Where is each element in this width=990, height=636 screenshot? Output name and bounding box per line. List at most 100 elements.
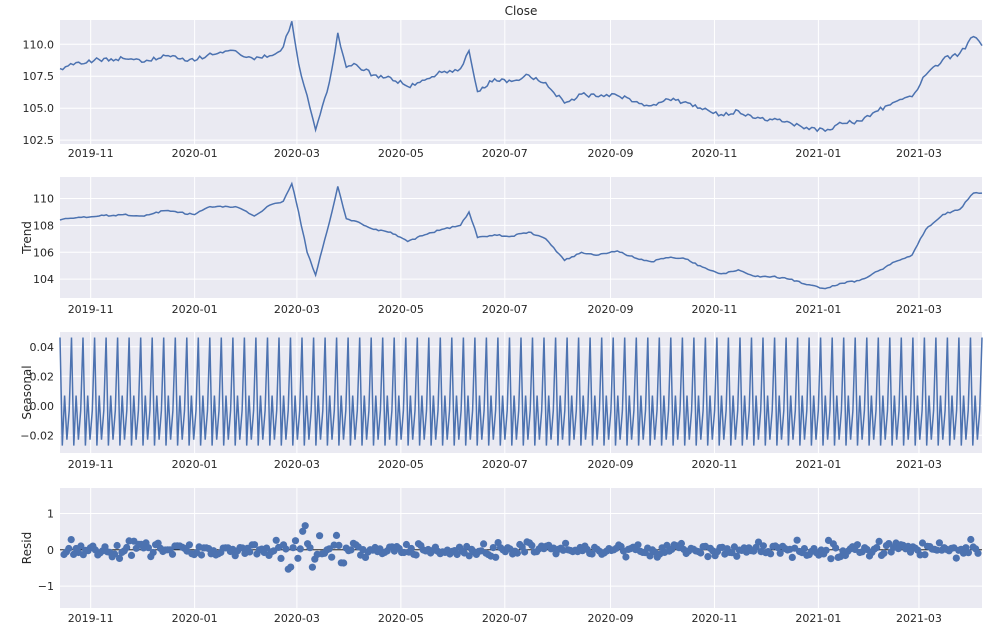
x-tick-label: 2021-03: [896, 303, 942, 316]
panel-2-background: [60, 177, 982, 298]
y-tick-label: 1: [47, 507, 54, 520]
resid-point: [646, 552, 654, 560]
resid-point: [277, 554, 285, 563]
y-tick-label: 0.00: [30, 400, 55, 413]
x-tick-label: 2021-01: [795, 612, 841, 625]
resid-point: [185, 541, 193, 549]
x-tick-label: 2020-07: [482, 147, 528, 160]
seasonal-series-line: [59, 337, 983, 446]
resid-point: [827, 555, 835, 563]
resid-point: [263, 544, 271, 552]
x-tick-label: 2020-03: [274, 303, 320, 316]
resid-point: [875, 537, 883, 546]
x-tick-label: 2020-03: [274, 147, 320, 160]
y-axis-label: Trend: [20, 221, 34, 255]
resid-point: [853, 541, 862, 549]
y-tick-label: 0.02: [30, 370, 55, 383]
x-tick-label: 2020-05: [378, 303, 424, 316]
resid-point: [308, 563, 316, 571]
resid-point: [67, 536, 75, 544]
trend-series-line: [59, 181, 983, 290]
x-tick-label: 2020-01: [172, 458, 218, 471]
close-series-line: [59, 21, 983, 133]
y-tick-label: 106: [33, 246, 54, 259]
resid-point: [788, 553, 796, 562]
resid-point: [964, 549, 973, 557]
resid-point: [250, 541, 259, 549]
resid-point: [335, 541, 343, 550]
x-tick-label: 2020-11: [691, 303, 737, 316]
resid-point: [880, 549, 888, 557]
y-tick-label: 105.0: [23, 102, 55, 115]
resid-point: [832, 544, 840, 552]
resid-point: [492, 553, 500, 561]
resid-point: [767, 550, 775, 558]
resid-point: [906, 548, 915, 556]
resid-point: [328, 553, 336, 561]
y-tick-label: 110: [33, 193, 54, 206]
resid-point: [123, 543, 131, 552]
resid-point: [697, 549, 705, 557]
x-tick-label: 2021-03: [896, 612, 942, 625]
x-tick-label: 2020-01: [172, 147, 218, 160]
resid-point: [634, 541, 642, 549]
resid-point: [77, 542, 85, 550]
x-tick-label: 2020-03: [274, 458, 320, 471]
y-tick-label: −1: [38, 580, 54, 593]
x-tick-label: 2020-05: [378, 147, 424, 160]
resid-point: [754, 538, 763, 546]
x-tick-label: 2020-01: [172, 303, 218, 316]
y-tick-label: −0.02: [20, 429, 54, 442]
resid-point: [197, 551, 206, 559]
resid-point: [301, 522, 309, 530]
y-axis-label: Seasonal: [20, 365, 34, 419]
resid-point: [588, 550, 596, 558]
x-tick-label: 2020-03: [274, 612, 320, 625]
x-tick-label: 2020-05: [378, 612, 424, 625]
y-axis-label: Resid: [20, 532, 34, 564]
resid-point: [822, 546, 830, 554]
resid-point: [115, 554, 124, 563]
x-tick-label: 2021-01: [795, 303, 841, 316]
resid-point: [402, 540, 410, 549]
resid-point: [168, 550, 177, 558]
resid-point: [340, 559, 348, 567]
x-tick-label: 2020-11: [691, 458, 737, 471]
resid-point: [111, 550, 119, 558]
resid-point: [113, 541, 121, 550]
resid-point: [776, 549, 784, 557]
resid-point: [921, 551, 929, 559]
resid-point: [677, 539, 686, 548]
resid-point: [885, 540, 893, 548]
resid-point: [316, 532, 324, 540]
resid-point: [733, 552, 741, 560]
x-tick-label: 2021-01: [795, 147, 841, 160]
resid-point: [144, 544, 152, 552]
resid-point: [759, 542, 768, 550]
y-tick-label: 104: [33, 273, 54, 286]
x-tick-label: 2020-09: [587, 147, 633, 160]
resid-point: [622, 553, 630, 561]
x-tick-label: 2019-11: [68, 458, 114, 471]
resid-point: [294, 554, 302, 562]
y-tick-label: 108: [33, 219, 54, 232]
resid-point: [65, 544, 73, 553]
resid-point: [299, 527, 307, 535]
resid-point: [407, 544, 415, 553]
resid-point: [704, 553, 712, 561]
resid-point: [952, 554, 960, 562]
x-tick-label: 2019-11: [68, 303, 114, 316]
resid-point: [663, 541, 671, 550]
x-tick-label: 2020-09: [587, 612, 633, 625]
x-tick-label: 2021-03: [896, 458, 942, 471]
resid-point: [287, 563, 295, 571]
x-tick-label: 2020-09: [587, 458, 633, 471]
x-tick-label: 2020-07: [482, 303, 528, 316]
resid-point: [562, 539, 570, 547]
resid-point: [521, 548, 529, 556]
x-tick-label: 2020-09: [587, 303, 633, 316]
y-tick-label: 110.0: [23, 38, 55, 51]
resid-point: [793, 536, 801, 544]
x-tick-label: 2020-01: [172, 612, 218, 625]
